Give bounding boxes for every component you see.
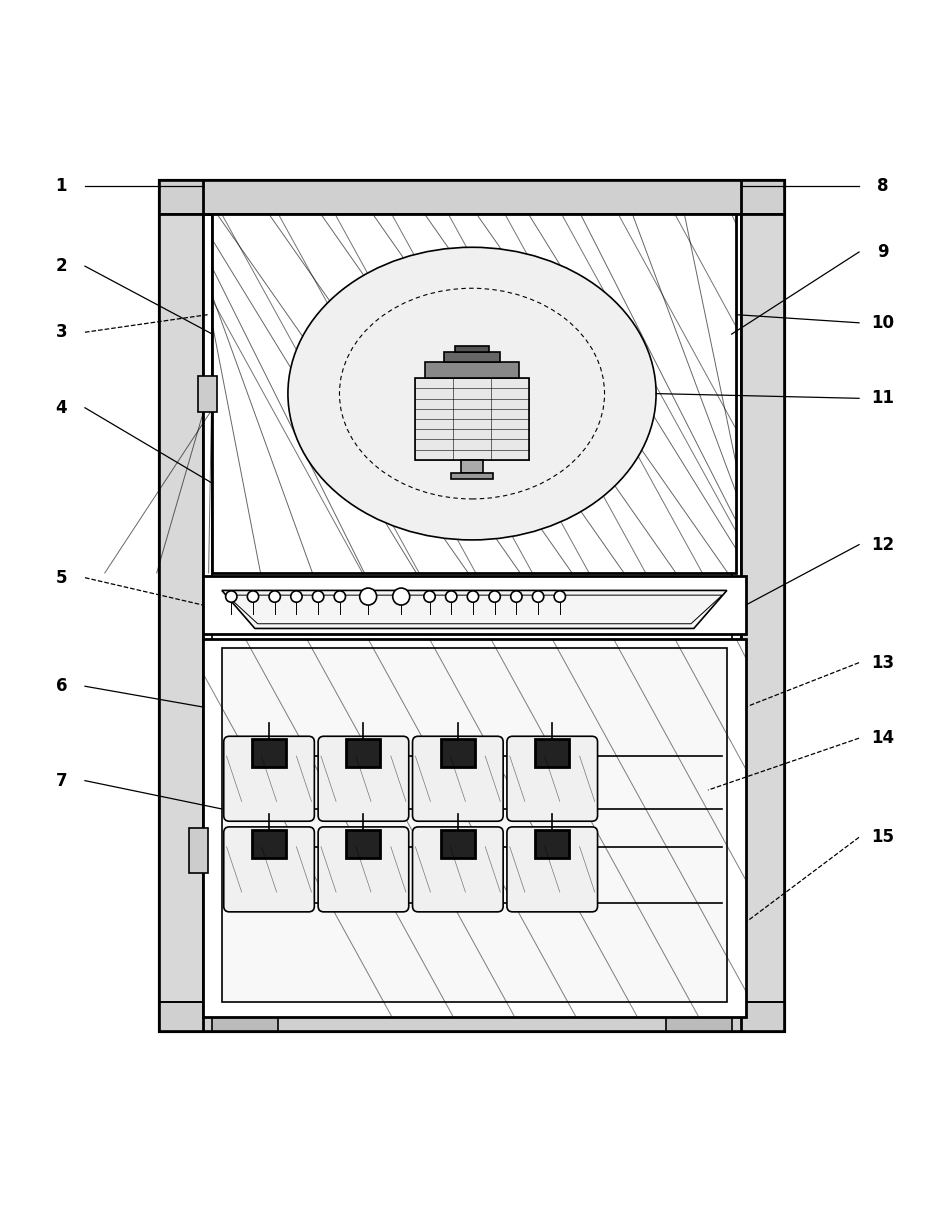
Text: 15: 15 [871, 828, 894, 846]
Bar [160, 182, 784, 1030]
Bar [212, 1007, 278, 1030]
FancyBboxPatch shape [413, 736, 503, 822]
FancyBboxPatch shape [507, 736, 598, 822]
Bar [346, 739, 380, 767]
Text: 14: 14 [871, 730, 894, 747]
Text: 9: 9 [877, 242, 888, 261]
Circle shape [334, 591, 346, 602]
Bar [252, 739, 286, 767]
Bar [741, 182, 784, 1030]
Text: 10: 10 [871, 314, 894, 332]
Bar [461, 459, 483, 473]
Circle shape [226, 591, 237, 602]
Text: 6: 6 [56, 678, 67, 696]
Text: 12: 12 [871, 536, 894, 554]
Text: 3: 3 [56, 324, 67, 342]
Circle shape [511, 591, 522, 602]
Bar [451, 473, 493, 479]
FancyBboxPatch shape [507, 827, 598, 911]
Text: 8: 8 [877, 177, 888, 195]
Circle shape [247, 591, 259, 602]
Circle shape [312, 591, 324, 602]
Bar [160, 182, 784, 215]
Circle shape [489, 591, 500, 602]
Bar [252, 830, 286, 858]
Text: 11: 11 [871, 389, 894, 407]
Bar [203, 576, 746, 634]
Bar [666, 1007, 732, 1030]
Bar [455, 345, 489, 353]
Bar [222, 648, 727, 1002]
FancyBboxPatch shape [224, 827, 314, 911]
Bar [535, 739, 569, 767]
FancyBboxPatch shape [318, 827, 409, 911]
Text: 7: 7 [56, 772, 67, 790]
Bar [203, 639, 746, 1017]
Text: 1: 1 [56, 177, 67, 195]
Ellipse shape [288, 247, 656, 539]
Text: 13: 13 [871, 653, 894, 671]
Bar [198, 376, 217, 412]
Bar [160, 182, 203, 1030]
Bar [441, 830, 475, 858]
Bar [189, 828, 208, 873]
Bar [346, 830, 380, 858]
FancyBboxPatch shape [318, 736, 409, 822]
Circle shape [269, 591, 280, 602]
Circle shape [360, 588, 377, 605]
Circle shape [393, 588, 410, 605]
Bar [425, 362, 519, 378]
Circle shape [532, 591, 544, 602]
Bar [415, 378, 529, 459]
Circle shape [424, 591, 435, 602]
Polygon shape [222, 590, 727, 629]
Text: 5: 5 [56, 568, 67, 587]
Bar [535, 830, 569, 858]
Bar [444, 353, 500, 362]
Circle shape [554, 591, 565, 602]
FancyBboxPatch shape [413, 827, 503, 911]
Text: 2: 2 [56, 257, 67, 275]
Circle shape [291, 591, 302, 602]
FancyBboxPatch shape [224, 736, 314, 822]
Bar [212, 215, 736, 573]
Text: 4: 4 [56, 399, 67, 417]
Bar [441, 739, 475, 767]
Circle shape [467, 591, 479, 602]
Bar [160, 1002, 784, 1030]
Circle shape [446, 591, 457, 602]
